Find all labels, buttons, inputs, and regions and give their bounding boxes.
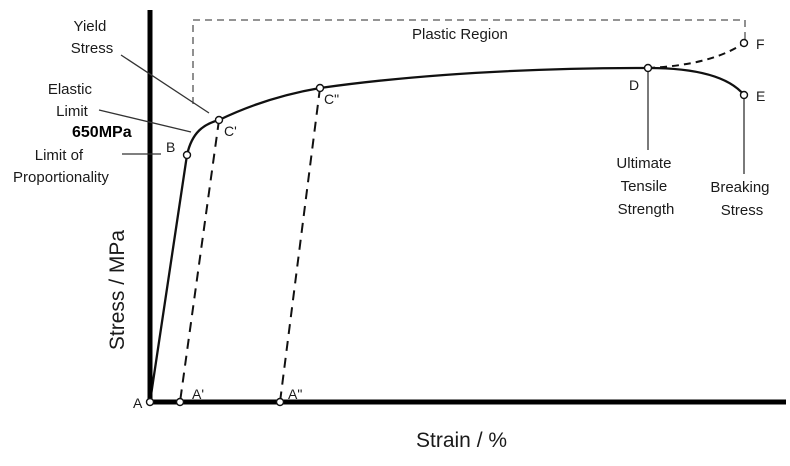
yield-stress-label: Yield Stress (71, 18, 114, 57)
point-marker-c1 (214, 115, 224, 125)
y-axis-title: Stress / MPa (106, 230, 129, 351)
plastic-region-label: Plastic Region (412, 26, 508, 43)
point-label-b: B (166, 139, 175, 155)
elastic-limit-label: Elastic Limit (48, 81, 96, 120)
yield-stress-line2: Stress (71, 40, 114, 57)
breaking-stress-line1: Breaking (710, 179, 769, 196)
unload-line-c1 (179, 119, 220, 403)
uts-line3: Strength (618, 201, 675, 218)
elastic-limit-line1: Elastic (48, 81, 93, 98)
point-marker-a1 (175, 397, 185, 407)
proportionality-line2: Proportionality (13, 169, 109, 186)
point-marker-f (739, 38, 749, 48)
point-marker-e (739, 90, 749, 100)
point-marker-a2 (275, 397, 285, 407)
limit-of-proportionality-label: Limit of Proportionality (13, 147, 109, 186)
plastic-region-bracket (192, 19, 746, 104)
point-label-c2: C" (324, 91, 339, 107)
proportionality-line1: Limit of (35, 147, 84, 164)
elastic-limit-line2: Limit (56, 103, 89, 120)
point-marker-d (643, 63, 653, 73)
x-axis-title: Strain / % (416, 429, 507, 452)
point-marker-b (182, 150, 192, 160)
point-marker-a (145, 397, 155, 407)
uts-label: Ultimate Tensile Strength (616, 155, 675, 218)
uts-line2: Tensile (621, 178, 668, 195)
point-label-a1: A' (192, 386, 204, 402)
point-label-a2: A" (288, 386, 302, 402)
value-650-label: 650MPa (72, 124, 132, 141)
point-label-e: E (756, 88, 765, 104)
curve-extension-dashed (647, 42, 745, 69)
point-label-d: D (629, 77, 639, 93)
breaking-stress-line2: Stress (721, 202, 764, 219)
point-marker-c2 (315, 83, 325, 93)
stress-strain-curve (148, 66, 745, 403)
point-label-a: A (133, 395, 143, 411)
uts-line1: Ultimate (616, 155, 671, 172)
elastic-limit-leader (98, 109, 192, 133)
breaking-stress-label: Breaking Stress (710, 179, 773, 219)
unload-line-c2 (279, 87, 321, 403)
yield-stress-line1: Yield (74, 18, 107, 35)
point-label-c1: C' (224, 123, 237, 139)
yield-stress-leader (120, 54, 210, 114)
point-label-f: F (756, 36, 765, 52)
